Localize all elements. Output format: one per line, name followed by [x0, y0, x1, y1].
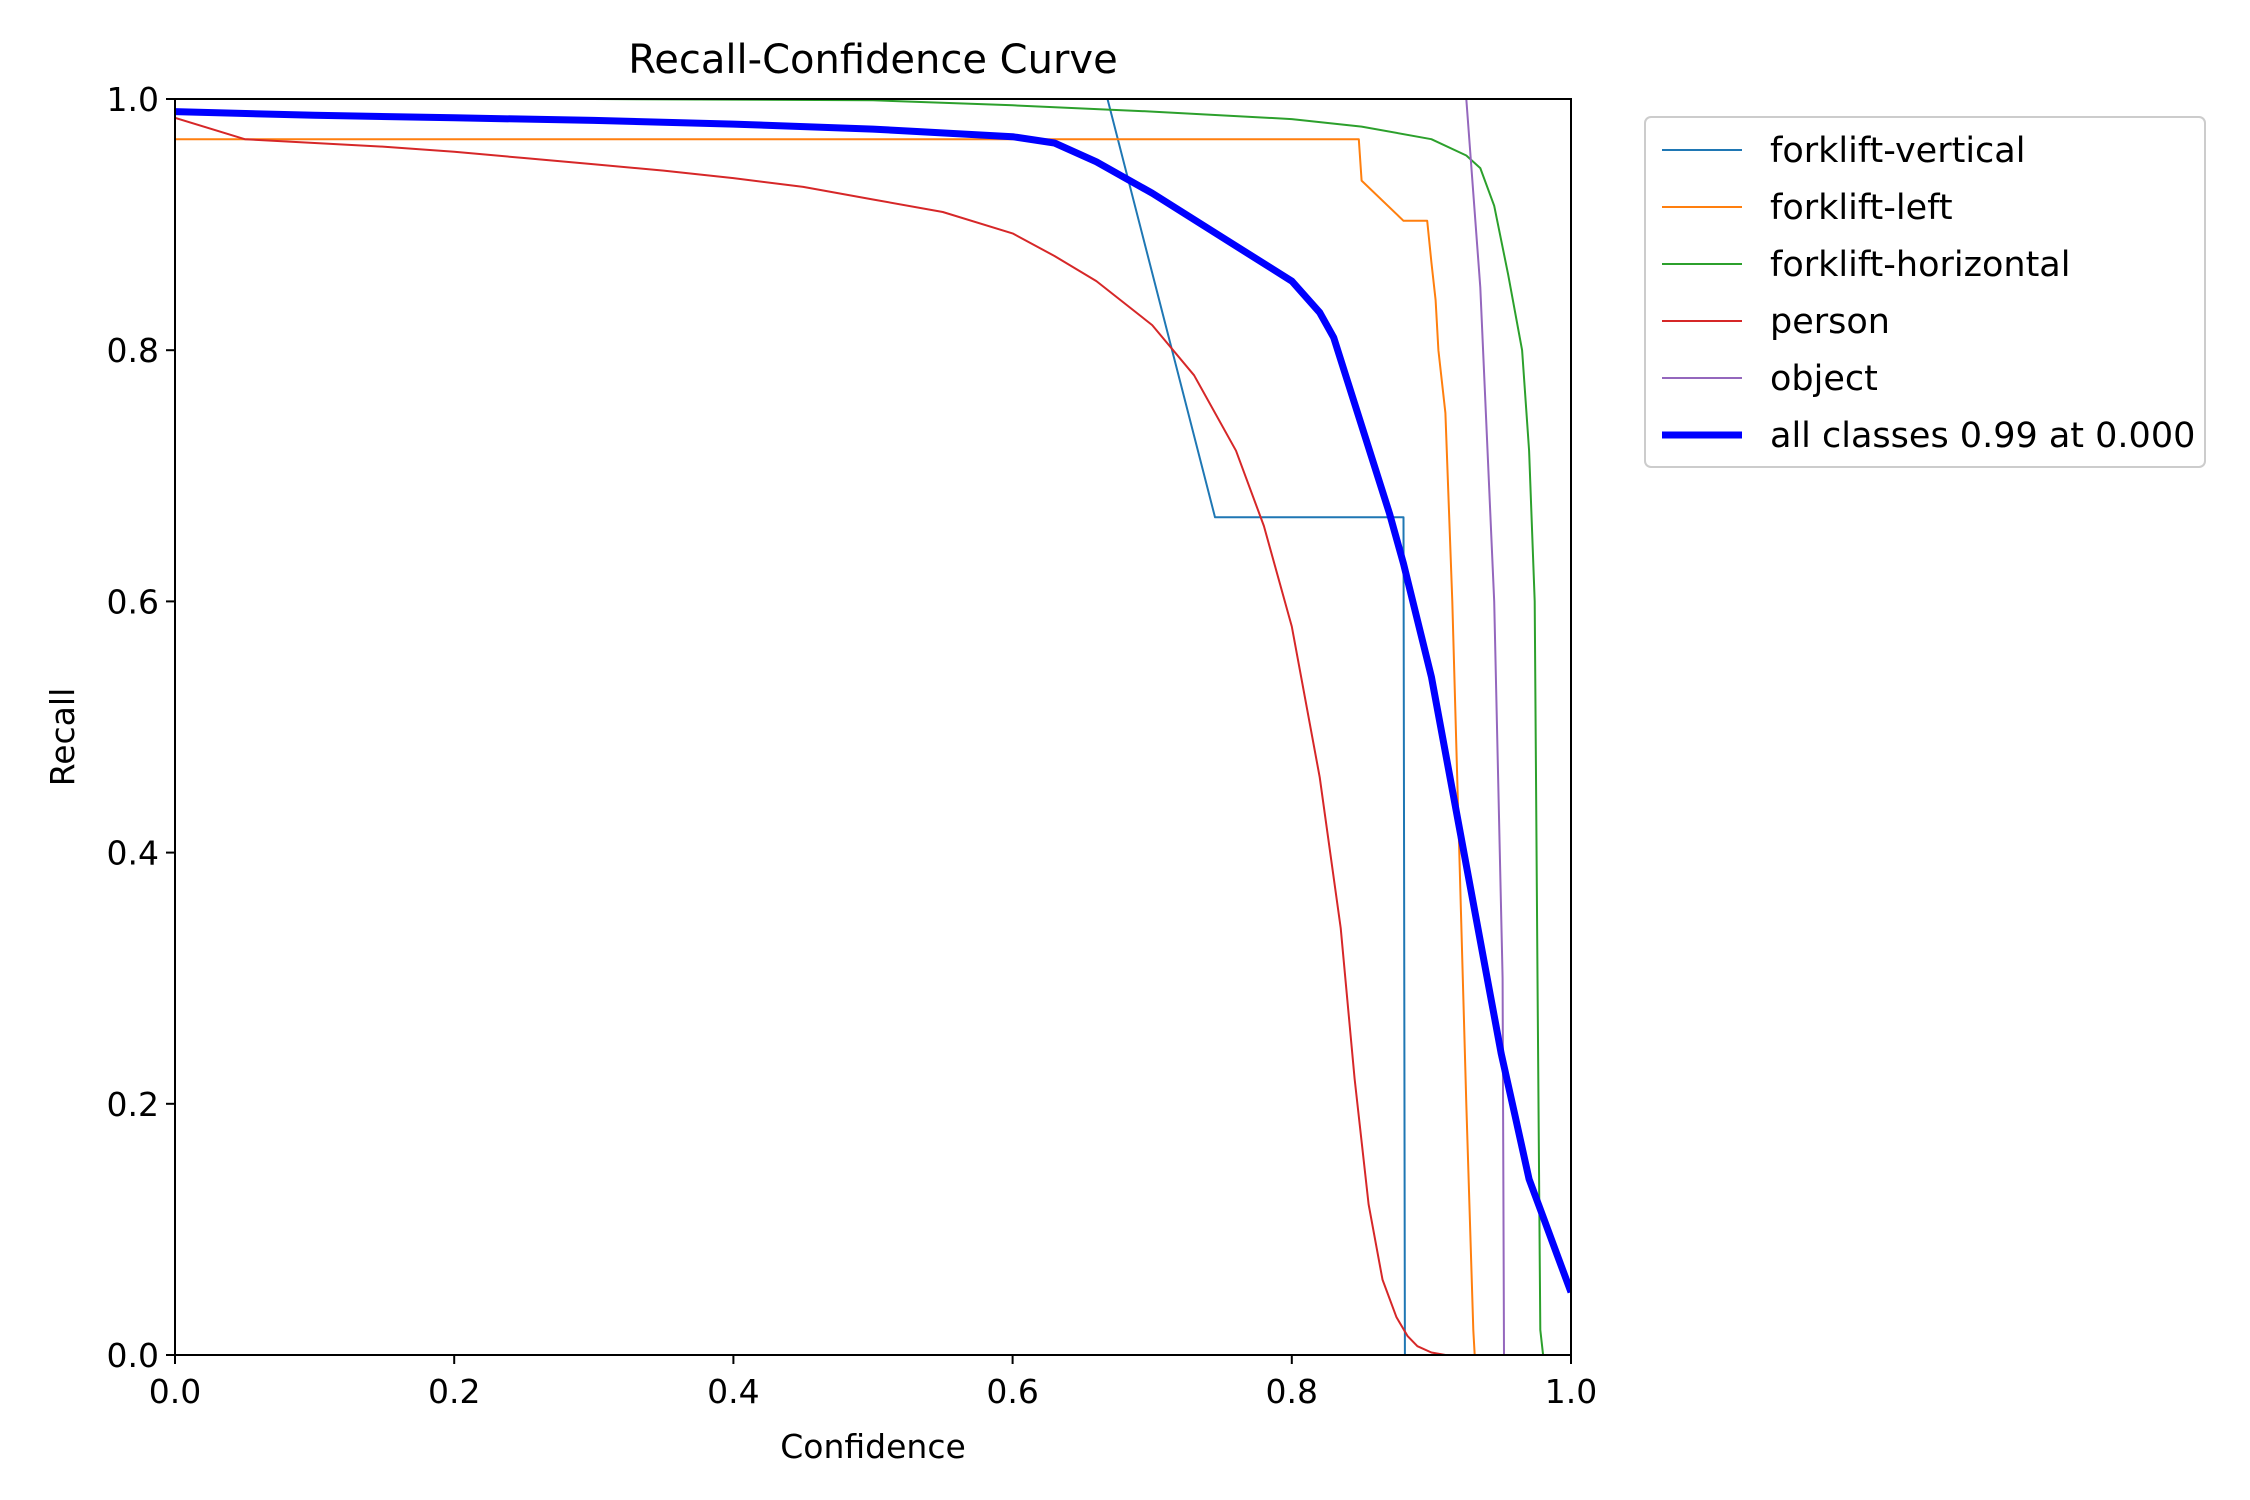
chart-title: Recall-Confidence Curve — [628, 37, 1117, 83]
plot-lines — [175, 98, 1571, 1355]
y-tick-label: 0.4 — [107, 834, 159, 873]
legend-label: person — [1770, 302, 1890, 342]
x-tick-label: 1.0 — [1545, 1372, 1597, 1411]
x-axis-title: Confidence — [780, 1427, 966, 1466]
series-line-forklift-horizontal — [175, 98, 1571, 1355]
legend-frame — [1644, 116, 2206, 468]
x-tick-label: 0.6 — [986, 1372, 1038, 1411]
series-line-object — [1465, 98, 1571, 1355]
y-tick-label: 0.2 — [107, 1085, 159, 1124]
y-tick-label: 1.0 — [107, 80, 159, 119]
series-line-all-classes-0-99-at-0-000 — [175, 108, 1571, 1294]
y-axis-ticks: 0.0 0.2 0.4 0.6 0.8 1.0 — [107, 80, 175, 1375]
legend: forklift-vertical forklift-left forklift-h… — [1644, 116, 2206, 468]
y-axis-title: Recall — [43, 688, 82, 786]
y-tick-label: 0.6 — [107, 582, 159, 621]
y-tick-label: 0.8 — [107, 331, 159, 370]
legend-label: forklift-left — [1770, 188, 1953, 228]
x-tick-label: 0.4 — [707, 1372, 759, 1411]
legend-label: forklift-horizontal — [1770, 245, 2070, 285]
y-tick-label: 0.0 — [107, 1336, 159, 1375]
series-line-forklift-left — [175, 138, 1571, 1355]
legend-label: object — [1770, 359, 1878, 399]
legend-label: forklift-vertical — [1770, 131, 2025, 171]
plot-frame — [174, 98, 1572, 1356]
x-tick-label: 0.2 — [428, 1372, 480, 1411]
series-line-forklift-vertical — [175, 98, 1571, 1355]
x-tick-label: 0.8 — [1266, 1372, 1318, 1411]
series-line-person — [175, 116, 1571, 1355]
x-axis-ticks: 0.0 0.2 0.4 0.6 0.8 1.0 — [149, 1355, 1597, 1411]
x-tick-label: 0.0 — [149, 1372, 201, 1411]
legend-label: all classes 0.99 at 0.000 — [1770, 416, 2195, 456]
